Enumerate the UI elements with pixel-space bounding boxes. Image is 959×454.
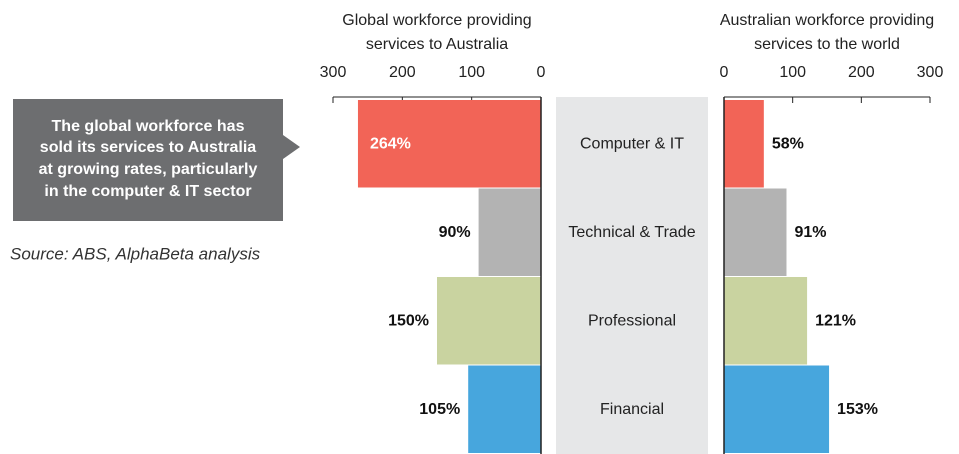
chart-title: Australian workforce providing bbox=[720, 12, 934, 29]
x-tick-label: 0 bbox=[720, 64, 729, 81]
bar bbox=[724, 100, 764, 188]
x-tick-label: 0 bbox=[537, 64, 546, 81]
x-tick-label: 200 bbox=[848, 64, 875, 81]
category-panel bbox=[556, 97, 708, 454]
chart-title: services to the world bbox=[754, 36, 900, 53]
bar bbox=[478, 188, 541, 276]
value-label: 90% bbox=[439, 224, 471, 241]
value-label: 153% bbox=[837, 401, 878, 418]
bar bbox=[724, 365, 830, 453]
category-label: Financial bbox=[600, 401, 664, 418]
callout-line: sold its services to Australia bbox=[40, 139, 256, 156]
value-label: 121% bbox=[815, 312, 856, 329]
bar bbox=[357, 100, 541, 188]
category-label: Technical & Trade bbox=[568, 224, 695, 241]
callout-line: in the computer & IT sector bbox=[44, 183, 251, 200]
bar bbox=[724, 188, 787, 276]
callout-line: The global workforce has bbox=[52, 118, 245, 135]
chart-title: services to Australia bbox=[366, 36, 508, 53]
bar bbox=[437, 277, 541, 365]
x-tick-label: 300 bbox=[320, 64, 347, 81]
value-label: 91% bbox=[794, 224, 826, 241]
value-label: 105% bbox=[419, 401, 460, 418]
callout-line: at growing rates, particularly bbox=[39, 161, 258, 178]
x-tick-label: 200 bbox=[389, 64, 416, 81]
x-tick-label: 100 bbox=[779, 64, 806, 81]
category-label: Computer & IT bbox=[580, 135, 684, 152]
bar bbox=[724, 277, 808, 365]
callout-box bbox=[13, 99, 300, 221]
value-label: 58% bbox=[772, 135, 804, 152]
bar bbox=[468, 365, 541, 453]
x-tick-label: 300 bbox=[917, 64, 944, 81]
category-label: Professional bbox=[588, 312, 676, 329]
value-label: 150% bbox=[388, 312, 429, 329]
chart-title: Global workforce providing bbox=[342, 12, 531, 29]
x-tick-label: 100 bbox=[458, 64, 485, 81]
source: Source: ABS, AlphaBeta analysis bbox=[10, 244, 261, 263]
value-label: 264% bbox=[370, 135, 411, 152]
